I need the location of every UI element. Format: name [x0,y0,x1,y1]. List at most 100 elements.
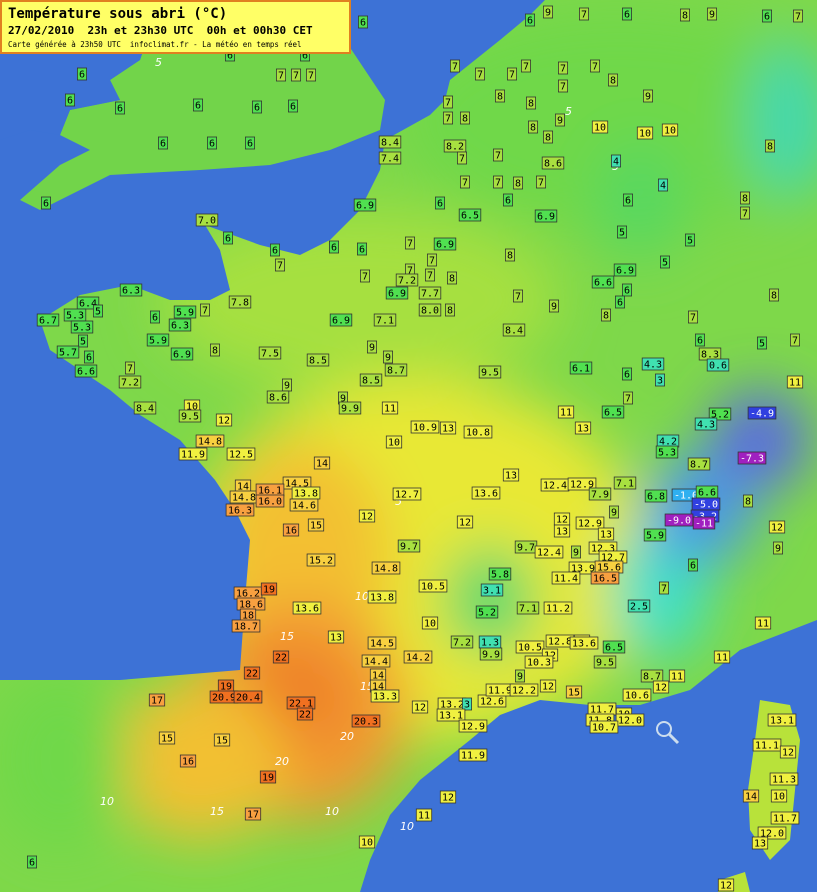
station-value: 9 [340,394,346,405]
station-box [786,375,804,389]
station-value: 10 [773,792,785,803]
station-value: 7 [308,71,314,82]
station-box [611,154,622,168]
station-value: 6 [764,12,770,23]
station-box [579,7,590,21]
station-box [244,807,262,821]
station-box [536,175,547,189]
station-value: 14.4 [364,657,388,668]
station-value: 19 [220,682,232,693]
station-value: 14 [316,459,328,470]
station-box [502,468,520,482]
station-value: 14 [745,792,757,803]
station-value: 5.3 [66,311,84,322]
station-box [543,5,554,19]
station-box [439,421,457,435]
station-value: 6.7 [39,316,57,327]
station-value: 6.1 [572,364,590,375]
station-box [652,680,670,694]
station-value: 5 [95,307,101,318]
station-box [459,175,470,189]
station-box [444,303,455,317]
station-value: 14.6 [292,501,316,512]
station-box [442,111,453,125]
zoom-icon[interactable] [656,721,672,737]
station-box [418,286,442,300]
station-value: 12.7 [395,490,419,501]
station-value: 11.4 [554,574,578,585]
station-value: 7 [661,584,667,595]
station-value: 7.0 [198,216,216,227]
station-box [687,457,711,471]
station-box [36,313,60,327]
station-value: 6.6 [698,488,716,499]
station-value: 6 [227,51,233,62]
station-box [199,303,210,317]
station-box [474,67,485,81]
station-value: 13.2 [440,700,464,711]
station-value: 8.7 [643,672,661,683]
station-value: 9 [385,353,391,364]
station-value: 12.0 [618,716,642,727]
station-box [492,148,503,162]
station-box [418,303,442,317]
station-box [358,835,376,849]
station-value: 11.2 [546,604,570,615]
station-value: 11.3 [772,775,796,786]
station-box [688,558,699,572]
station-value: 13.8 [294,489,318,500]
station-box [475,605,499,619]
station-value: 10.7 [592,723,616,734]
station-value: 6 [67,96,73,107]
station-box [526,96,537,110]
station-value: 6 [617,298,623,309]
station-box [688,310,699,324]
station-value: 20.9 [212,693,236,704]
station-value: 6 [254,103,260,114]
station-value: 8.5 [362,376,380,387]
station-box [471,486,501,500]
station-value: 8 [610,76,616,87]
station-box [168,318,192,332]
station-value: 14 [372,682,384,693]
station-value: 15.2 [309,556,333,567]
station-value: 13.6 [474,489,498,500]
station-value: -1.0 [674,491,698,502]
station-value: 5.9 [149,336,167,347]
station-box [225,503,255,517]
station-value: -11 [695,519,713,530]
station-value: 5.8 [491,570,509,581]
station-box [228,295,252,309]
station-box [258,346,282,360]
station-box [78,334,89,348]
station-box [148,693,166,707]
station-value: 7 [495,151,501,162]
station-value: 7 [792,336,798,347]
station-value: 7.2 [398,276,416,287]
station-value: 15 [568,688,580,699]
station-value: 4 [660,181,666,192]
station-value: 12 [442,793,454,804]
station-box [494,89,505,103]
station-box [713,650,731,664]
station-box [502,193,513,207]
credit: Carte générée à 23h50 UTC infoclimat.fr … [8,40,302,49]
station-value: 6.3 [122,286,140,297]
station-value: 12.0 [760,829,784,840]
contour-label: 20 [340,730,354,743]
station-box [274,258,285,272]
station-value: 6.3 [171,321,189,332]
station-box [567,477,597,491]
station-box [209,343,220,357]
station-value: 6 [152,313,158,324]
station-box [133,401,157,415]
station-value: 2.5 [630,602,648,613]
station-value: 9.5 [181,412,199,423]
station-value: 12.9 [461,722,485,733]
station-box [767,713,797,727]
station-box [461,697,472,711]
station-box [569,636,599,650]
station-value: 9 [517,672,523,683]
station-value: 7 [523,62,529,73]
station-box [509,683,539,697]
